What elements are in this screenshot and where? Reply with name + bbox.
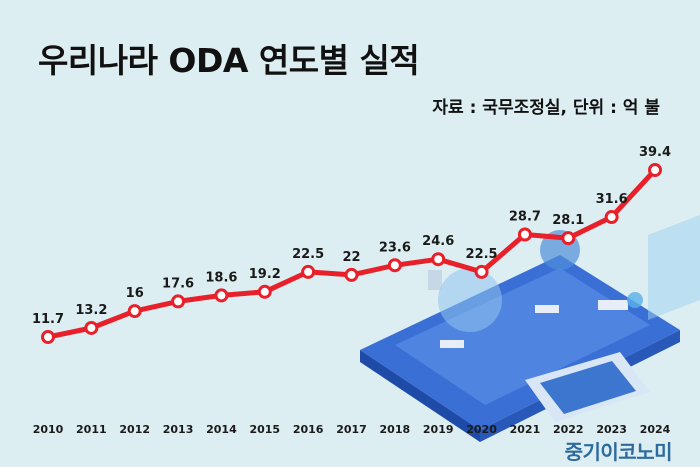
x-tick-2010: 2010 (33, 423, 64, 436)
x-tick-2019: 2019 (423, 423, 454, 436)
data-label-2013: 17.6 (162, 276, 194, 291)
data-label-2012: 16 (126, 286, 144, 301)
data-point-2024 (648, 163, 662, 177)
data-point-2010 (41, 330, 55, 344)
data-point-2013 (171, 294, 186, 309)
x-tick-2021: 2021 (510, 423, 541, 436)
data-point-2023 (604, 210, 619, 225)
x-tick-2016: 2016 (293, 423, 324, 436)
x-tick-2018: 2018 (380, 423, 411, 436)
x-tick-2024: 2024 (640, 423, 671, 436)
x-tick-2011: 2011 (76, 423, 107, 436)
data-label-2021: 28.7 (509, 210, 541, 225)
data-label-2017: 22 (342, 250, 360, 265)
data-point-2011 (84, 320, 99, 335)
data-point-2019 (431, 252, 446, 267)
brand-logo-text: 중기이코노미 (564, 440, 673, 464)
data-label-2016: 22.5 (292, 247, 324, 262)
data-point-2018 (387, 258, 402, 273)
data-label-2024: 39.4 (639, 145, 671, 160)
chart-title: 우리나라 ODA 연도별 실적 (38, 41, 420, 80)
data-label-2020: 22.5 (466, 247, 498, 262)
data-label-2023: 31.6 (596, 192, 628, 207)
data-label-2015: 19.2 (249, 267, 281, 282)
data-label-2010: 11.7 (32, 312, 64, 327)
data-label-2018: 23.6 (379, 240, 411, 255)
data-point-2021 (517, 227, 532, 242)
data-label-2019: 24.6 (422, 234, 454, 249)
data-point-2015 (257, 284, 272, 299)
data-point-2012 (127, 304, 142, 319)
chart-subtitle: 자료 : 국무조정실, 단위 : 억 불 (432, 98, 660, 118)
x-tick-2023: 2023 (596, 423, 627, 436)
data-point-2014 (214, 288, 229, 303)
x-tick-2020: 2020 (466, 423, 497, 436)
data-label-2011: 13.2 (75, 303, 107, 318)
data-point-2016 (301, 264, 316, 279)
data-point-2022 (561, 231, 576, 246)
data-label-2014: 18.6 (205, 270, 237, 285)
x-tick-2014: 2014 (206, 423, 237, 436)
data-point-2020 (474, 264, 489, 279)
data-point-2017 (344, 267, 359, 282)
x-tick-2012: 2012 (119, 423, 150, 436)
x-tick-2015: 2015 (249, 423, 280, 436)
data-label-2022: 28.1 (552, 213, 584, 228)
x-tick-2017: 2017 (336, 423, 367, 436)
x-tick-2013: 2013 (163, 423, 194, 436)
x-tick-2022: 2022 (553, 423, 584, 436)
isometric-illustration (360, 215, 700, 442)
